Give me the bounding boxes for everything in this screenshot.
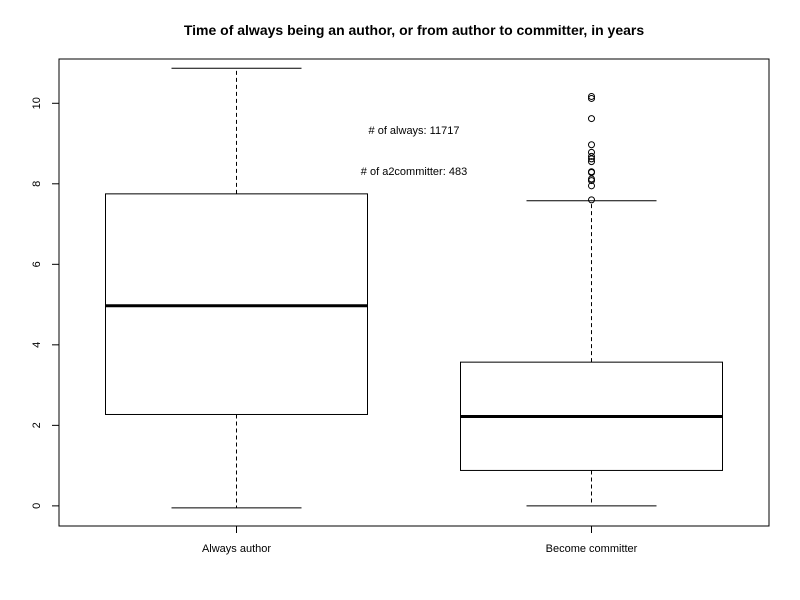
iqr-box [105, 193, 368, 415]
outlier-point [588, 158, 595, 166]
outlier-point [588, 148, 595, 156]
x-tick-label: Always author [202, 543, 271, 555]
y-tick-label: 8 [31, 181, 43, 187]
boxes [105, 67, 723, 509]
outlier-point [588, 141, 595, 149]
outlier-point [588, 92, 595, 100]
annotation-count-a2committer: # of a2committer: 483 [361, 166, 467, 178]
y-tick-label: 2 [31, 422, 43, 428]
box-group [105, 67, 368, 509]
outlier-point [588, 94, 595, 102]
x-tick-label: Become committer [546, 543, 638, 555]
chart-title: Time of always being an author, or from … [184, 22, 644, 38]
outlier-point [588, 196, 595, 204]
y-tick-label: 10 [31, 97, 43, 109]
y-tick-label: 6 [31, 261, 43, 267]
y-tick-label: 4 [31, 342, 43, 348]
outlier-point [588, 152, 595, 160]
outlier-point [588, 182, 595, 190]
outlier-point [588, 168, 595, 176]
y-tick-label: 0 [31, 503, 43, 509]
y-axis: 0 2 4 6 8 10 [31, 97, 59, 509]
outlier-point [588, 115, 595, 123]
annotations: # of always: 11717 # of a2committer: 483 [361, 125, 467, 178]
annotation-count-always: # of always: 11717 [369, 125, 460, 137]
plot-frame [58, 58, 770, 527]
x-axis: Always author Become committer [202, 526, 638, 555]
box-group [460, 92, 723, 507]
